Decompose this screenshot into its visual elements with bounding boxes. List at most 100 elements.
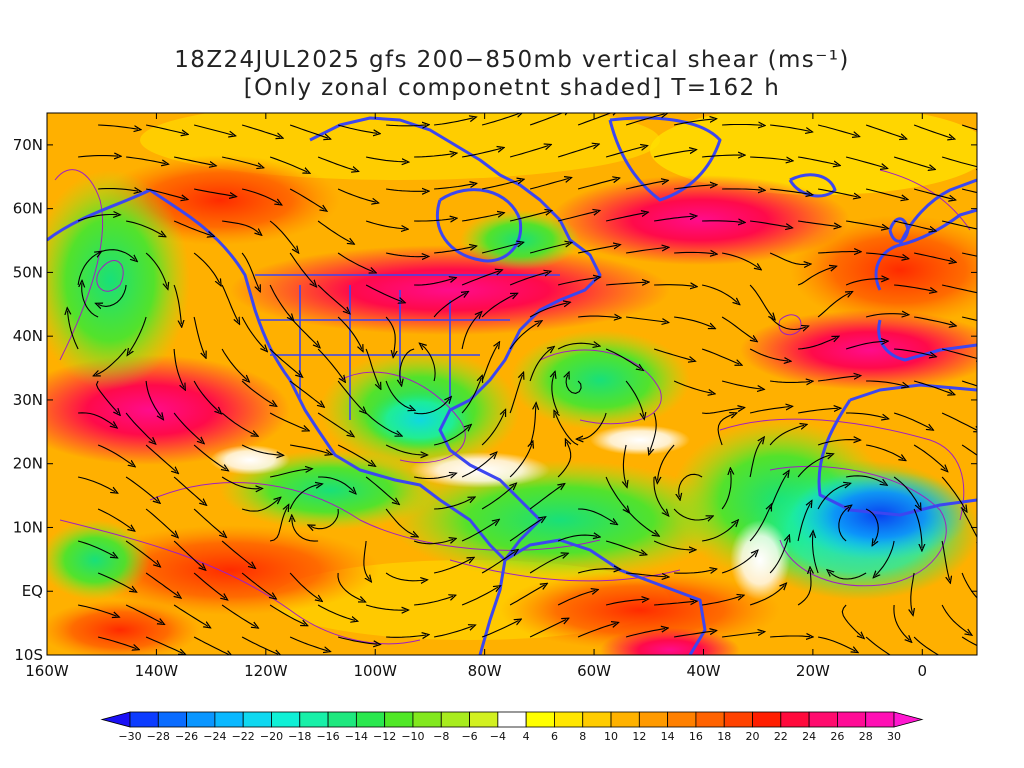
weak-shear-region <box>730 520 790 600</box>
colorbar-label: 26 <box>830 730 844 743</box>
streamline <box>433 293 466 318</box>
streamline <box>674 252 714 253</box>
streamline <box>1010 573 1024 592</box>
streamline <box>577 179 617 190</box>
streamline <box>289 252 314 285</box>
cyan-shear-region <box>365 390 475 450</box>
coastline-north-america-west <box>47 188 507 562</box>
streamline <box>961 316 977 322</box>
streamline <box>413 539 453 545</box>
colorbar-label: 4 <box>523 730 530 743</box>
colorbar-label: −18 <box>288 730 311 743</box>
streamline <box>269 156 307 172</box>
weak-shear-region <box>210 445 290 475</box>
streamline <box>241 316 265 349</box>
streamline <box>125 412 153 442</box>
colorbar-box <box>638 711 669 728</box>
streamline <box>269 507 287 542</box>
streamline <box>749 439 762 478</box>
streamline <box>462 148 501 158</box>
streamline <box>750 220 790 227</box>
coastline-africa <box>817 383 977 517</box>
streamline <box>95 380 119 413</box>
streamline <box>414 219 454 222</box>
streamline <box>386 125 426 126</box>
streamline <box>914 316 953 325</box>
streamline <box>96 348 127 375</box>
streamline <box>941 604 969 634</box>
streamline <box>529 485 562 510</box>
streamline <box>818 376 858 382</box>
streamline <box>893 156 932 169</box>
streamline <box>961 508 977 544</box>
streamline <box>129 316 147 353</box>
streamline <box>650 412 657 452</box>
streamline <box>317 348 344 380</box>
streamline <box>241 124 280 137</box>
contour-line <box>879 169 971 231</box>
streamline <box>626 316 666 322</box>
streamline <box>717 414 734 446</box>
colorbar-box <box>837 711 867 728</box>
streamline <box>654 216 694 222</box>
colorbar-box <box>752 711 782 728</box>
colorbar-box <box>723 711 753 728</box>
streamline <box>529 554 565 574</box>
lon-tick-label: 140W <box>135 662 179 680</box>
colorbar-label: −12 <box>373 730 396 743</box>
streamline <box>865 124 904 138</box>
colorbar-box <box>497 711 527 728</box>
lat-tick-label: EQ <box>22 582 43 600</box>
colorbar-box <box>214 711 244 728</box>
contour-line <box>449 559 681 582</box>
streamline <box>337 252 373 272</box>
colorbar-label: 22 <box>774 730 788 743</box>
streamline <box>625 629 665 638</box>
streamline <box>385 380 412 409</box>
colorbar-label: −6 <box>461 730 477 743</box>
colorbar-box <box>667 711 697 728</box>
colorbar-box <box>129 711 159 728</box>
streamline <box>605 348 641 369</box>
streamline <box>798 338 836 350</box>
streamline <box>97 636 136 649</box>
streamline <box>241 380 274 405</box>
streamline <box>817 484 848 510</box>
streamline <box>865 314 906 317</box>
streamline <box>386 189 426 191</box>
streamline <box>1010 317 1024 322</box>
streamline <box>557 278 597 286</box>
streamline <box>241 444 280 455</box>
streamline <box>289 380 322 405</box>
streamline <box>311 508 339 529</box>
streamline <box>337 444 373 465</box>
colorbar-box <box>271 711 301 728</box>
streamline <box>894 348 933 356</box>
streamline <box>941 284 977 294</box>
streamline <box>222 220 259 233</box>
colorbar-label: 28 <box>859 730 873 743</box>
lat-tick-label: 60N <box>13 200 43 218</box>
streamline <box>529 303 567 318</box>
streamline <box>433 626 473 638</box>
colorbar-box <box>384 711 414 728</box>
lat-tick-label: 20N <box>13 455 43 473</box>
streamline <box>961 188 977 194</box>
streamline <box>913 188 953 199</box>
streamline <box>913 444 946 470</box>
colorbar-label: 20 <box>746 730 760 743</box>
coastline-iceland <box>788 173 837 198</box>
streamline <box>365 284 402 302</box>
chart-title-line2: [Only zonal componetnt shaded] T=162 h <box>243 75 781 101</box>
streamline <box>894 284 934 291</box>
colorbar: −30 −28 −26 −24 −22 −20 −18 −16 −14 −12 −10 −8 −6 −4 4… <box>100 711 924 743</box>
streamline <box>290 444 329 454</box>
weak-shear-region <box>590 425 690 455</box>
streamline <box>866 252 906 258</box>
streamline <box>866 444 903 459</box>
streamline <box>365 156 406 162</box>
colorbar-label: −4 <box>490 730 506 743</box>
streamline <box>221 156 261 167</box>
streamline <box>653 348 692 360</box>
